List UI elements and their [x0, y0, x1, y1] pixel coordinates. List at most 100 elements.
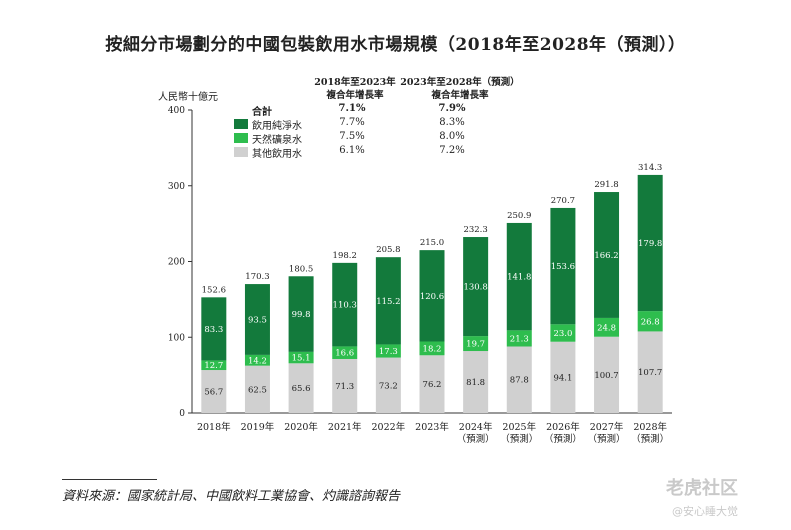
chart-title: 按細分市場劃分的中國包裝飲用水市場規模（2018年至2028年（預測））	[105, 35, 686, 55]
data-label: 12.7	[204, 361, 223, 371]
bar-segment	[506, 330, 532, 347]
x-tick-label: 2025年	[502, 421, 536, 433]
bar-segment	[201, 297, 227, 361]
x-tick-label: 2022年	[372, 421, 406, 433]
y-tick-label: 300	[168, 182, 185, 192]
y-tick-label: 400	[168, 106, 185, 116]
y-tick-label: 100	[168, 333, 185, 343]
cagr-value: 8.3%	[439, 117, 465, 128]
cagr-value: 7.9%	[438, 103, 466, 114]
bar-segment	[550, 341, 576, 413]
data-label: 153.6	[551, 262, 575, 272]
data-label: 110.3	[333, 301, 357, 311]
total-label: 152.6	[202, 285, 226, 295]
x-tick-label: （預測）	[500, 433, 538, 445]
bar-segment	[506, 346, 532, 413]
x-tick-label: 2018年	[197, 421, 231, 433]
data-label: 94.1	[553, 373, 572, 383]
total-label: 314.3	[638, 163, 662, 173]
data-label: 87.8	[510, 376, 529, 386]
bar-segment	[550, 324, 576, 342]
total-label: 170.3	[245, 272, 269, 282]
data-label: 120.6	[420, 292, 444, 302]
x-tick-label: （預測）	[631, 433, 669, 445]
data-label: 81.8	[466, 378, 485, 388]
data-label: 15.1	[292, 354, 311, 364]
data-label: 179.8	[638, 239, 662, 249]
total-label: 291.8	[594, 180, 618, 190]
bar-segment	[550, 207, 576, 325]
cagr-header-text: 2018年至2023年 複合年增長率	[314, 77, 396, 101]
bar-segment	[201, 360, 227, 371]
data-label: 100.7	[594, 371, 618, 381]
cagr-header-text: 2023年至2028年（預測） 複合年增長率	[400, 77, 520, 101]
x-tick-label: 2027年	[590, 421, 624, 433]
total-label: 270.7	[551, 196, 575, 206]
legend-label: 其他飲用水	[252, 149, 302, 160]
data-label: 76.2	[423, 380, 442, 390]
x-tick-label: 2028年	[633, 421, 667, 433]
x-tick-label: 2021年	[328, 421, 362, 433]
x-tick-label: （預測）	[457, 433, 495, 445]
bar-segment	[419, 341, 445, 356]
bar-segment	[637, 174, 663, 312]
bar-segment	[244, 354, 270, 366]
cagr-header-2018-2023: 2018年至2023年 複合年增長率	[295, 76, 415, 102]
watermark-user: @安心睡大觉	[672, 505, 738, 518]
legend-label: 飲用純淨水	[252, 121, 302, 132]
cagr-header-2023-2028: 2023年至2028年（預測） 複合年增長率	[400, 76, 520, 102]
bar-segment	[332, 262, 358, 347]
x-tick-label: 2026年	[546, 421, 580, 433]
data-label: 23.0	[553, 329, 572, 339]
data-label: 62.5	[248, 385, 267, 395]
cagr-value: 7.2%	[439, 145, 465, 156]
watermark-brand: 老虎社区	[666, 478, 738, 499]
data-label: 21.3	[510, 334, 529, 344]
total-label: 215.0	[420, 238, 444, 248]
bar-segment	[419, 355, 445, 413]
cagr-value: 7.1%	[338, 103, 366, 114]
bar-segment	[288, 363, 314, 413]
bar-segment	[463, 336, 489, 352]
source-divider	[62, 479, 157, 480]
bar-segment	[637, 311, 663, 332]
data-label: 26.8	[641, 317, 660, 327]
data-label: 93.5	[248, 315, 267, 325]
bar-segment	[463, 351, 489, 413]
legend-label: 天然礦泉水	[252, 135, 302, 146]
data-label: 107.7	[638, 368, 662, 378]
total-label: 232.3	[463, 225, 487, 235]
data-label: 16.6	[335, 349, 354, 359]
cagr-value: 8.0%	[439, 131, 465, 142]
x-tick-label: 2019年	[241, 421, 275, 433]
data-label: 71.3	[335, 382, 354, 392]
data-label: 130.8	[463, 283, 487, 293]
data-label: 83.3	[204, 325, 223, 335]
x-tick-label: 2023年	[415, 421, 449, 433]
x-tick-label: （預測）	[544, 433, 582, 445]
y-tick-label: 200	[168, 258, 185, 268]
bar-segment	[375, 257, 401, 345]
bar-segment	[375, 344, 401, 358]
y-axis-unit-label: 人民幣十億元	[158, 92, 218, 103]
total-label: 180.5	[289, 264, 313, 274]
bar-segment	[244, 365, 270, 413]
data-label: 56.7	[204, 388, 223, 398]
bar-segment	[594, 317, 620, 337]
bar-segment	[332, 358, 358, 413]
data-label: 73.2	[379, 381, 398, 391]
legend-label: 合計	[252, 107, 272, 118]
legend-swatch	[234, 119, 248, 129]
cagr-value: 6.1%	[339, 145, 365, 156]
x-tick-label: 2020年	[284, 421, 318, 433]
bar-segment	[463, 237, 489, 337]
y-tick-label: 0	[179, 409, 185, 419]
bar-segment	[375, 357, 401, 413]
cagr-value: 7.5%	[339, 131, 365, 142]
data-label: 24.8	[597, 323, 616, 333]
bar-segment	[637, 331, 663, 413]
source-note: 資料來源：國家統計局、中國飲料工業協會、灼識諮詢報告	[62, 489, 401, 504]
bar-segment	[506, 222, 532, 331]
cagr-value: 7.7%	[339, 117, 365, 128]
x-tick-label: 2024年	[459, 421, 493, 433]
